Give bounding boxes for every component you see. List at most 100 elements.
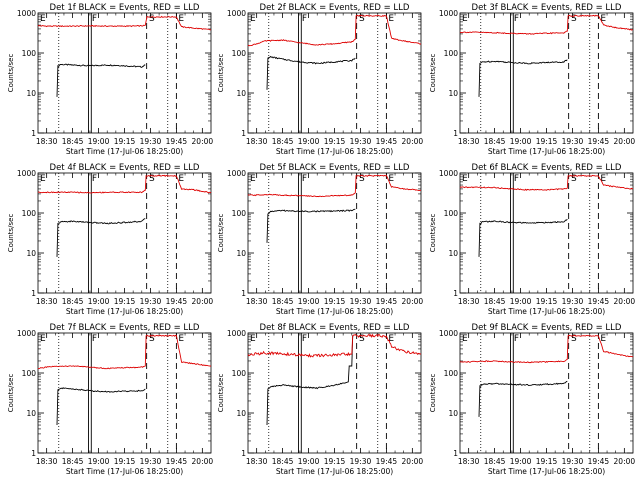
event-marker-label: F [302, 14, 307, 24]
plot-frame [459, 12, 634, 134]
x-tick-label: 19:15 [324, 457, 346, 466]
x-tick-label: 19:15 [114, 137, 136, 146]
y-axis-label: Counts/sec [429, 374, 437, 413]
x-tick-label: 19:30 [562, 297, 584, 306]
panel-title: Det 3f BLACK = Events, RED = LLD [472, 3, 622, 13]
event-marker-label: E [462, 334, 468, 344]
event-marker-label: E [388, 174, 394, 184]
x-tick-label: 19:00 [88, 137, 110, 146]
x-tick-label: 19:00 [510, 137, 532, 146]
y-tick-label: 1000 [439, 169, 458, 178]
y-tick-label: 100 [22, 49, 37, 58]
event-marker-label: F [302, 174, 307, 184]
y-tick-label: 10 [236, 409, 246, 418]
x-tick-label: 19:45 [166, 137, 188, 146]
x-tick-label: 18:45 [62, 137, 84, 146]
x-tick-label: 18:30 [246, 137, 268, 146]
y-tick-label: 100 [444, 209, 459, 218]
panel-title: Det 4f BLACK = Events, RED = LLD [50, 163, 200, 173]
x-tick-label: 19:45 [588, 137, 610, 146]
y-tick-label: 1000 [227, 169, 246, 178]
x-tick-label: 20:00 [192, 457, 214, 466]
x-tick-label: 19:30 [562, 137, 584, 146]
plot-frame [247, 12, 422, 134]
x-tick-label: 19:15 [324, 137, 346, 146]
event-marker-label: F [92, 334, 97, 344]
lld-series-line [459, 174, 634, 191]
detector-panel-3: Det 3f BLACK = Events, RED = LLD 1 10 100 10… [429, 3, 635, 156]
y-tick-label: 1000 [17, 329, 36, 338]
events-series-line [478, 59, 568, 97]
panel-title: Det 9f BLACK = Events, RED = LLD [472, 323, 622, 333]
y-tick-label: 1000 [439, 329, 458, 338]
lld-series-line [37, 334, 212, 370]
event-marker-label: F [514, 14, 519, 24]
event-marker-label: S [359, 14, 365, 24]
y-tick-label: 1 [31, 129, 36, 138]
x-tick-label: 19:30 [562, 457, 584, 466]
y-axis-label: Counts/sec [217, 374, 225, 413]
x-tick-label: 18:30 [36, 137, 58, 146]
event-marker-label: S [571, 14, 577, 24]
x-tick-label: 20:00 [614, 297, 636, 306]
panel-title: Det 7f BLACK = Events, RED = LLD [50, 323, 200, 333]
y-tick-label: 100 [22, 209, 37, 218]
y-tick-label: 100 [444, 369, 459, 378]
x-tick-label: 18:30 [246, 457, 268, 466]
x-axis-label: Start Time (17-Jul-06 18:25:00) [276, 307, 393, 316]
event-marker-label: E [178, 334, 184, 344]
lld-series-line [37, 174, 212, 194]
panel-title: Det 2f BLACK = Events, RED = LLD [260, 3, 410, 13]
x-axis-label: Start Time (17-Jul-06 18:25:00) [66, 307, 183, 316]
x-tick-label: 19:15 [114, 457, 136, 466]
plot-frame [37, 12, 212, 134]
x-tick-label: 18:30 [246, 297, 268, 306]
plot-frame [459, 332, 634, 454]
y-tick-label: 100 [232, 49, 247, 58]
panel-title: Det 1f BLACK = Events, RED = LLD [50, 3, 200, 13]
y-tick-label: 10 [448, 249, 458, 258]
y-tick-label: 10 [236, 89, 246, 98]
lld-series-line [247, 14, 422, 47]
event-marker-label: E [40, 334, 46, 344]
x-tick-label: 20:00 [614, 457, 636, 466]
events-series-line [266, 335, 354, 426]
x-tick-label: 18:45 [484, 297, 506, 306]
x-tick-label: 19:15 [114, 297, 136, 306]
x-tick-label: 19:30 [350, 137, 372, 146]
detector-panel-2: Det 2f BLACK = Events, RED = LLD 1 10 100 10… [217, 3, 423, 156]
event-marker-label: E [462, 174, 468, 184]
event-marker-label: S [359, 174, 365, 184]
x-tick-label: 19:15 [536, 137, 558, 146]
x-axis-label: Start Time (17-Jul-06 18:25:00) [66, 147, 183, 156]
x-tick-label: 18:30 [458, 457, 480, 466]
y-axis-label: Counts/sec [429, 214, 437, 253]
x-tick-label: 20:00 [192, 137, 214, 146]
lld-series-line [247, 174, 421, 198]
x-tick-label: 18:45 [62, 297, 84, 306]
event-marker-label: F [514, 334, 519, 344]
detector-panel-5: Det 5f BLACK = Events, RED = LLD 1 10 100 10… [217, 163, 423, 316]
lld-series-line [247, 333, 422, 358]
x-tick-label: 20:00 [402, 457, 424, 466]
x-axis-label: Start Time (17-Jul-06 18:25:00) [276, 147, 393, 156]
x-tick-label: 20:00 [192, 297, 214, 306]
x-tick-label: 19:45 [376, 457, 398, 466]
x-tick-label: 18:45 [484, 457, 506, 466]
y-tick-label: 10 [448, 409, 458, 418]
event-marker-label: E [178, 174, 184, 184]
plot-frame [459, 172, 634, 294]
x-tick-label: 19:30 [350, 457, 372, 466]
x-tick-label: 18:45 [62, 457, 84, 466]
x-tick-label: 19:45 [166, 457, 188, 466]
events-series-line [478, 380, 568, 417]
y-tick-label: 1000 [439, 9, 458, 18]
x-tick-label: 19:00 [88, 457, 110, 466]
events-series-line [56, 63, 146, 97]
lld-series-line [459, 334, 634, 364]
y-tick-label: 1000 [227, 329, 246, 338]
y-tick-label: 10 [26, 89, 36, 98]
event-marker-label: E [600, 14, 606, 24]
y-tick-label: 1 [241, 129, 246, 138]
